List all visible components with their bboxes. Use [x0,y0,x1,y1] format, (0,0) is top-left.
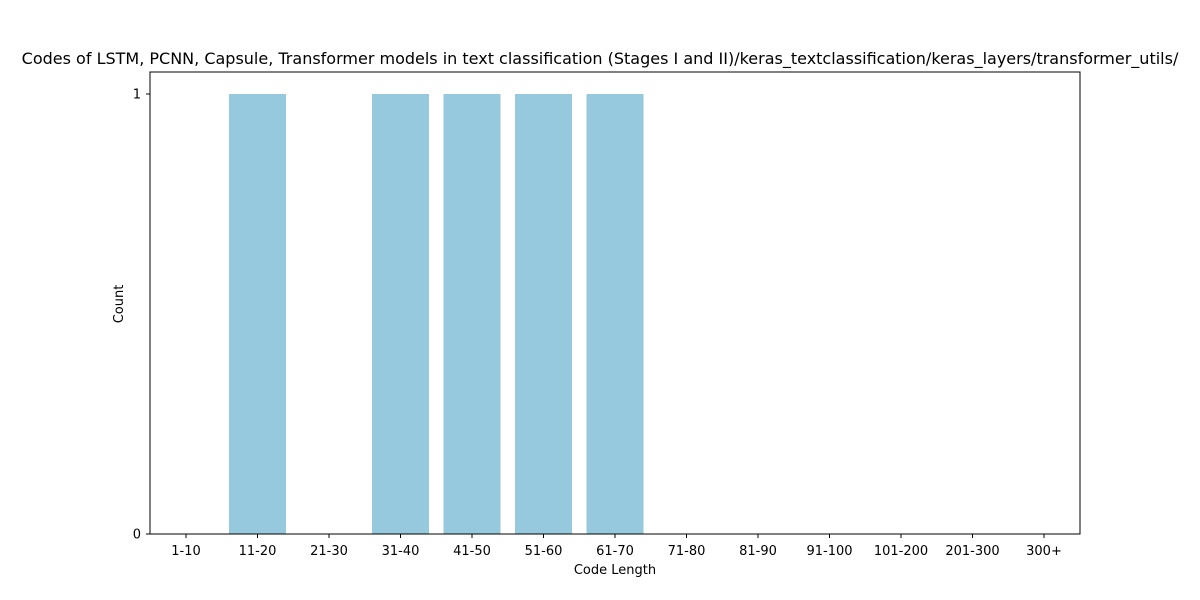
x-tick-label: 81-90 [739,544,777,559]
x-axis-label: Code Length [574,563,656,578]
x-tick-label: 71-80 [668,544,706,559]
bar-41-50 [443,94,501,534]
bars-layer [229,94,644,534]
bar-61-70 [586,94,644,534]
x-tick-label: 101-200 [874,544,928,559]
ticks-layer: 1-10 11-20 21-30 31-40 41-50 51-60 61-70 71-80 8… [133,88,1062,560]
bar-51-60 [515,94,572,534]
x-tick-label: 1-10 [171,544,201,559]
x-tick-label: 11-20 [239,544,277,559]
y-tick-label: 1 [133,88,141,103]
x-tick-label: 91-100 [806,544,852,559]
x-tick-label: 31-40 [382,544,420,559]
x-tick-label: 201-300 [945,544,999,559]
x-tick-label: 21-30 [310,544,348,559]
x-tick-label: 41-50 [453,544,491,559]
x-tick-label: 300+ [1026,544,1062,559]
y-tick-label: 0 [133,528,141,543]
bar-31-40 [372,94,429,534]
x-tick-label: 61-70 [596,544,634,559]
x-tick-label: 51-60 [525,544,563,559]
y-axis-label: Count [112,285,127,324]
bar-11-20 [229,94,286,534]
chart-title: Codes of LSTM, PCNN, Capsule, Transforme… [22,49,1179,69]
